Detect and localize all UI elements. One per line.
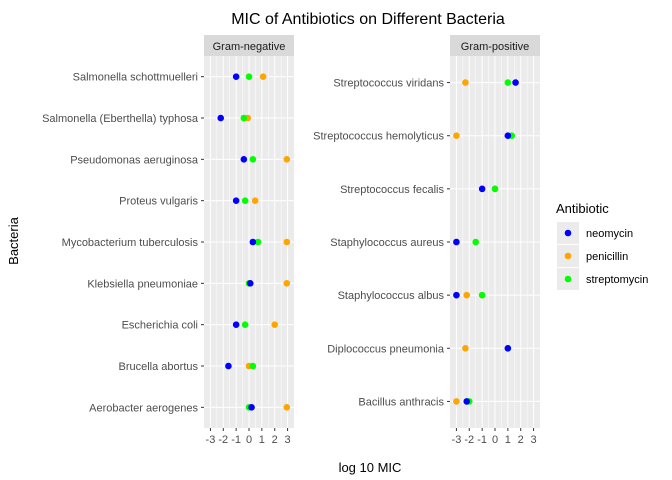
y-tick-label-pseudomonas-aeruginosa: Pseudomonas aeruginosa	[70, 154, 199, 166]
x-tick-label: -3	[206, 434, 216, 446]
point-penicillin-pseudomonas-aeruginosa	[283, 156, 291, 163]
strip-background	[450, 35, 540, 56]
point-penicillin-streptococcus-hemolyticus	[453, 132, 460, 140]
y-tick-label-salmonella-schottmuelleri: Salmonella schottmuelleri	[73, 72, 198, 84]
point-neomycin-staphylococcus-aureus	[453, 238, 460, 246]
legend-item-neomycin: neomycin	[557, 222, 633, 244]
point-streptomycin-streptococcus-fecalis	[491, 185, 499, 193]
point-penicillin-staphylococcus-albus	[463, 291, 471, 299]
point-penicillin-diplococcus-pneumonia	[462, 344, 469, 352]
y-tick-label-diplococcus-pneumonia: Diplococcus pneumonia	[327, 343, 445, 355]
chart-title: MIC of Antibiotics on Different Bacteria	[231, 11, 505, 28]
x-tick-label: 3	[531, 434, 537, 446]
y-tick-label-staphylococcus-albus: Staphylococcus albus	[338, 290, 445, 302]
point-neomycin-escherichia-coli	[232, 321, 240, 328]
point-neomycin-streptococcus-hemolyticus	[504, 132, 512, 140]
point-streptomycin-staphylococcus-aureus	[472, 238, 480, 246]
x-tick-label: 2	[518, 434, 524, 446]
point-penicillin-bacillus-anthracis	[453, 398, 460, 405]
point-penicillin-proteus-vulgaris	[251, 197, 259, 204]
point-penicillin-salmonella-schottmuelleri	[259, 73, 267, 80]
legend-title: Antibiotic	[556, 201, 609, 216]
point-neomycin-streptococcus-viridans	[512, 79, 519, 86]
legend-key-penicillin	[564, 252, 572, 260]
point-streptomycin-brucella-abortus	[249, 362, 257, 370]
y-tick-label-mycobacterium-tuberculosis: Mycobacterium tuberculosis	[62, 237, 199, 249]
strip-label-gram-negative: Gram-negative	[213, 41, 286, 53]
x-tick-label: -3	[452, 434, 462, 446]
legend-item-streptomycin: streptomycin	[557, 268, 648, 290]
point-streptomycin-pseudomonas-aeruginosa	[249, 156, 257, 163]
y-tick-label-klebsiella-pneumoniae: Klebsiella pneumoniae	[87, 278, 198, 290]
y-tick-label-brucella-abortus: Brucella abortus	[119, 361, 199, 373]
point-streptomycin-escherichia-coli	[241, 321, 249, 328]
point-penicillin-mycobacterium-tuberculosis	[283, 238, 291, 246]
point-streptomycin-streptococcus-viridans	[504, 79, 512, 86]
point-neomycin-salmonella-eberthella-typhosa	[217, 114, 225, 122]
legend-label-penicillin: penicillin	[586, 251, 628, 263]
legend-item-penicillin: penicillin	[557, 245, 628, 267]
point-neomycin-pseudomonas-aeruginosa	[240, 156, 248, 163]
strip-label-gram-positive: Gram-positive	[461, 41, 529, 53]
point-neomycin-diplococcus-pneumonia	[504, 344, 512, 352]
y-tick-label-streptococcus-hemolyticus: Streptococcus hemolyticus	[313, 131, 444, 143]
point-neomycin-brucella-abortus	[225, 362, 232, 370]
point-streptomycin-staphylococcus-albus	[478, 291, 486, 299]
x-tick-label: -2	[218, 434, 228, 446]
x-tick-label: 0	[492, 434, 498, 446]
point-streptomycin-mycobacterium-tuberculosis	[254, 238, 262, 246]
y-tick-label-streptococcus-fecalis: Streptococcus fecalis	[340, 184, 444, 196]
point-neomycin-aerobacter-aerogenes	[248, 404, 255, 411]
point-penicillin-aerobacter-aerogenes	[283, 404, 291, 411]
legend: Antibiotic neomycin penicillin streptomyci…	[556, 201, 648, 290]
point-neomycin-salmonella-schottmuelleri	[232, 73, 240, 80]
point-neomycin-proteus-vulgaris	[232, 197, 240, 204]
point-neomycin-staphylococcus-albus	[453, 291, 460, 299]
point-penicillin-klebsiella-pneumoniae	[283, 280, 291, 287]
x-tick-label: -1	[231, 434, 241, 446]
point-neomycin-bacillus-anthracis	[463, 398, 471, 405]
x-tick-label: 0	[246, 434, 252, 446]
x-tick-label: 1	[259, 434, 265, 446]
legend-key-neomycin	[564, 229, 572, 237]
legend-key-streptomycin	[564, 275, 572, 283]
point-neomycin-klebsiella-pneumoniae	[246, 280, 254, 287]
point-penicillin-escherichia-coli	[271, 321, 279, 328]
y-tick-label-bacillus-anthracis: Bacillus anthracis	[358, 396, 444, 408]
point-neomycin-streptococcus-fecalis	[478, 185, 486, 193]
panel-gram-negative: Gram-negative Aerobacter aerogenes Brucell…	[42, 35, 294, 446]
y-axis-title: Bacteria	[6, 216, 21, 264]
y-tick-label-salmonella-eberthella-typhosa: Salmonella (Eberthella) typhosa	[42, 113, 199, 125]
y-tick-label-aerobacter-aerogenes: Aerobacter aerogenes	[89, 402, 198, 414]
point-streptomycin-proteus-vulgaris	[241, 197, 249, 204]
x-tick-label: -1	[477, 434, 487, 446]
x-tick-label: 1	[505, 434, 511, 446]
panel-gram-positive: Gram-positive Bacillus anthracis Diplococc…	[313, 35, 540, 446]
legend-label-neomycin: neomycin	[586, 228, 633, 240]
y-tick-label-escherichia-coli: Escherichia coli	[122, 320, 198, 332]
x-tick-label: -2	[464, 434, 474, 446]
y-tick-label-proteus-vulgaris: Proteus vulgaris	[119, 196, 198, 208]
x-axis-title: log 10 MIC	[339, 460, 402, 475]
y-tick-label-staphylococcus-aureus: Staphylococcus aureus	[330, 237, 444, 249]
point-neomycin-mycobacterium-tuberculosis	[249, 238, 257, 246]
y-tick-label-streptococcus-viridans: Streptococcus viridans	[333, 78, 444, 90]
legend-label-streptomycin: streptomycin	[586, 274, 648, 286]
point-penicillin-streptococcus-viridans	[462, 79, 469, 86]
x-tick-label: 2	[272, 434, 278, 446]
point-streptomycin-salmonella-eberthella-typhosa	[240, 114, 248, 122]
strip-background	[204, 35, 294, 56]
x-tick-label: 3	[285, 434, 291, 446]
point-streptomycin-salmonella-schottmuelleri	[245, 73, 253, 80]
